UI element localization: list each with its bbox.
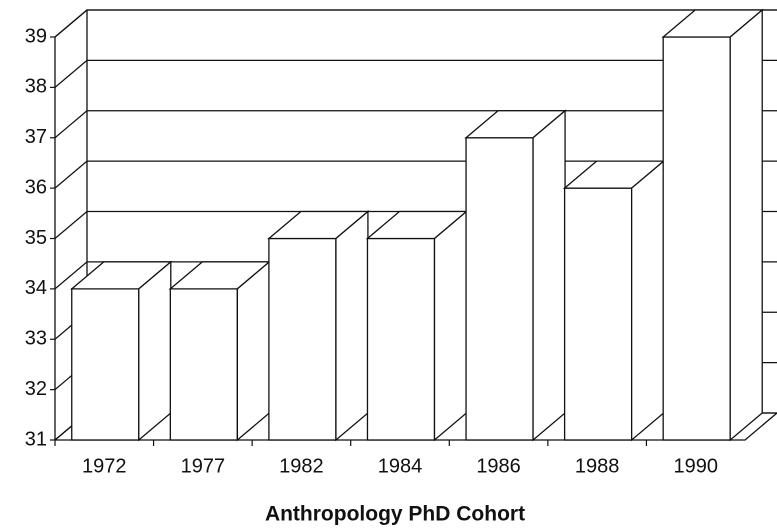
bar-front [268,237,337,441]
x-tick-label: 1977 [181,455,226,477]
bar-side [630,159,665,442]
x-tick-label: 1972 [82,455,127,477]
grid-line [54,59,88,88]
y-tick-label: 38 [25,76,47,98]
grid-line [54,211,88,239]
grid-line [54,110,88,139]
bar-front [465,137,534,441]
y-tick-label: 35 [25,227,47,249]
bar-side [138,260,172,442]
bar-front [71,288,140,441]
y-tick-label: 37 [25,126,47,148]
bar-side [236,260,271,442]
x-tick-label: 1988 [575,455,620,477]
bar-side [433,210,468,442]
bar-side [532,109,566,442]
bar-front [662,36,731,441]
x-tick-label: 1984 [378,455,423,477]
bar-side [729,8,763,442]
y-tick-label: 34 [25,277,47,299]
bar-front [366,237,436,441]
y-tick-label: 36 [25,176,47,198]
x-axis-label: Anthropology PhD Cohort [265,503,525,526]
bar-front [169,288,239,441]
bar-front [563,187,633,441]
grid-line [54,9,88,38]
y-tick-label: 33 [25,328,47,350]
y-tick-label: 31 [25,428,47,450]
y-tick-label: 39 [25,25,47,47]
x-tick-label: 1986 [476,455,521,477]
bar-side [335,210,369,442]
x-tick-label: 1982 [279,455,324,477]
grid-line [54,261,88,290]
x-tick-label: 1990 [673,455,718,477]
y-tick-label: 32 [25,378,47,400]
grid-line [54,160,88,189]
